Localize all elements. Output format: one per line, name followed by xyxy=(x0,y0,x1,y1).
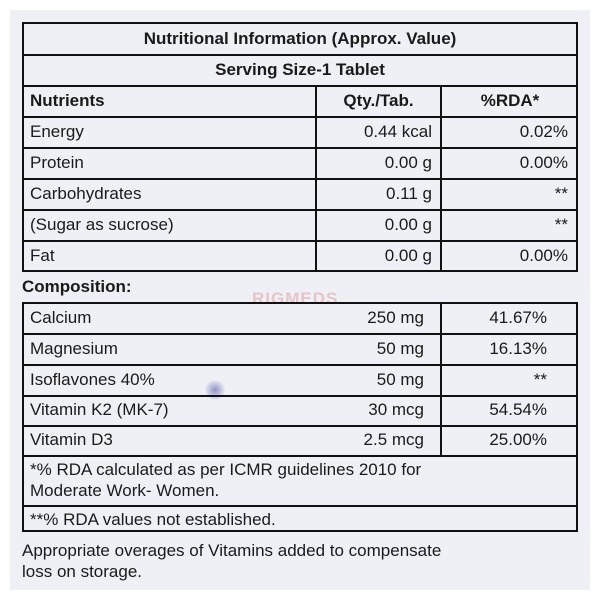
nutrient-rda: ** xyxy=(554,215,568,234)
composition-table xyxy=(22,302,578,532)
composition-name: Vitamin D3 xyxy=(30,430,113,449)
overages-note-line2: loss on storage. xyxy=(22,562,143,581)
composition-name: Calcium xyxy=(30,308,92,327)
nutrient-rda: 0.02% xyxy=(519,122,568,141)
composition-qty: 2.5 mcg xyxy=(363,430,424,449)
composition-rda: 16.13% xyxy=(489,339,547,358)
composition-qty: 50 mg xyxy=(376,370,424,389)
nutrient-qty: 0.44 kcal xyxy=(363,122,432,141)
nutrient-name: (Sugar as sucrose) xyxy=(30,215,174,234)
nutrient-qty: 0.11 g xyxy=(385,184,432,203)
composition-rda: 25.00% xyxy=(489,430,547,449)
rda-footnote-line2: Moderate Work- Women. xyxy=(30,481,220,500)
composition-rda: ** xyxy=(533,370,547,389)
serving-size: Serving Size-1 Tablet xyxy=(215,60,385,79)
nutrient-qty: 0.00 g xyxy=(384,215,432,234)
nutrient-qty: 0.00 g xyxy=(384,153,432,172)
composition-qty: 50 mg xyxy=(376,339,424,358)
composition-rda: 54.54% xyxy=(489,400,547,419)
nutrient-rda: 0.00% xyxy=(519,246,568,265)
composition-name: Magnesium xyxy=(30,339,118,358)
nutrition-label xyxy=(10,10,590,590)
composition-rda: 41.67% xyxy=(489,308,547,327)
nutrient-rda: 0.00% xyxy=(519,153,568,172)
header-nutrients: Nutrients xyxy=(30,91,105,110)
rda-not-established-footnote: **% RDA values not established. xyxy=(30,510,276,529)
composition-name: Isoflavones 40% xyxy=(30,370,155,389)
rda-footnote-line1: *% RDA calculated as per ICMR guidelines… xyxy=(30,460,422,479)
composition-heading: Composition: xyxy=(22,277,132,296)
nutrient-rda: ** xyxy=(554,184,568,203)
composition-qty: 250 mg xyxy=(367,308,424,327)
nutrient-qty: 0.00 g xyxy=(384,246,432,265)
nutrient-name: Carbohydrates xyxy=(30,184,142,203)
table-title: Nutritional Information (Approx. Value) xyxy=(143,29,457,48)
nutrient-name: Energy xyxy=(30,122,84,141)
composition-name: Vitamin K2 (MK-7) xyxy=(30,400,169,419)
nutrient-name: Protein xyxy=(30,153,84,172)
overages-note-line1: Appropriate overages of Vitamins added t… xyxy=(22,541,442,560)
header-rda: %RDA* xyxy=(480,91,540,110)
header-qty: Qty./Tab. xyxy=(343,91,414,110)
nutrient-name: Fat xyxy=(30,246,55,265)
composition-qty: 30 mcg xyxy=(368,400,424,419)
